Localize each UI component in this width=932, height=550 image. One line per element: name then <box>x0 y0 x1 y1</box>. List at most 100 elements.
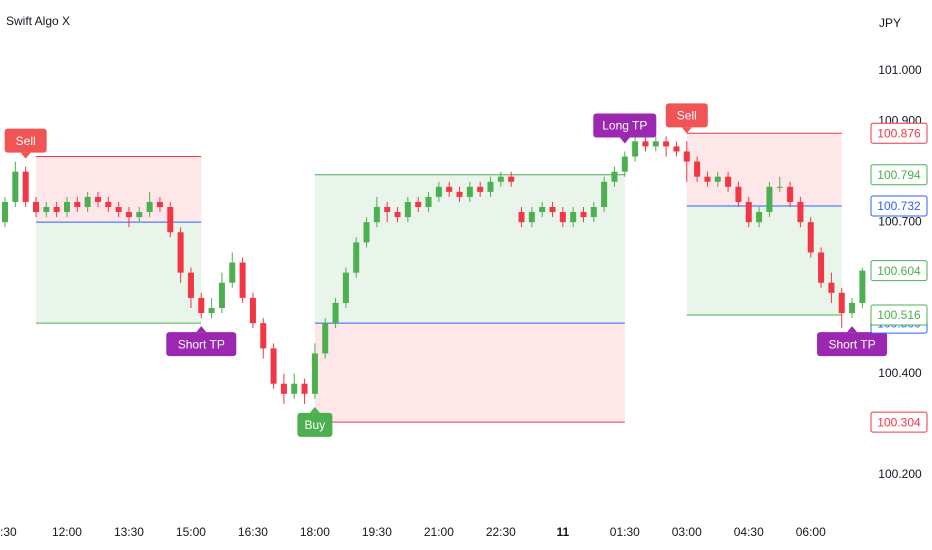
signal-marker: Short TP <box>166 326 237 357</box>
signal-pointer <box>847 326 858 333</box>
candle-body <box>797 201 804 223</box>
x-tick-label: 13:30 <box>114 525 144 539</box>
candle-body <box>642 141 649 147</box>
signal-box <box>665 103 708 128</box>
trade-zones <box>35 132 842 423</box>
candle-body <box>725 176 732 187</box>
x-tick-label: 21:00 <box>424 525 454 539</box>
target-price-badge-box <box>870 304 928 326</box>
candle-body <box>818 252 825 283</box>
entry-price-badge: 100.732 <box>870 195 928 217</box>
candle-body <box>518 212 525 223</box>
x-tick-label: 01:30 <box>610 525 640 539</box>
candle-body <box>22 171 29 202</box>
signal-pointer <box>619 137 630 144</box>
candle-body <box>456 191 463 197</box>
candle-body <box>756 212 763 223</box>
target-price-badge-label: 100.516 <box>877 308 921 322</box>
candle-body <box>580 212 587 218</box>
last-price-badge-label: 100.604 <box>877 264 921 278</box>
signal-pointer <box>309 406 320 413</box>
stop-price-badge-box <box>870 122 928 144</box>
candle-body <box>84 196 91 208</box>
y-tick-label: 100.400 <box>878 366 922 380</box>
candle-body <box>208 307 215 314</box>
candle-body <box>415 201 422 208</box>
signal-box <box>297 412 333 437</box>
candle-body <box>280 383 287 394</box>
x-tick-label: 16:30 <box>238 525 268 539</box>
chart-title: Swift Algo X <box>6 14 70 28</box>
stop-price-badge: 100.304 <box>870 411 928 433</box>
signal-label: Short TP <box>178 337 225 351</box>
candle-body <box>425 196 432 208</box>
stop-price-badge-box <box>870 411 928 433</box>
candle-body <box>249 297 256 324</box>
signal-box <box>817 332 888 357</box>
currency-label: JPY <box>879 16 901 30</box>
candle-body <box>766 186 773 213</box>
x-tick-label: 15:00 <box>176 525 206 539</box>
candle-body <box>136 212 143 218</box>
candle-body <box>714 176 721 182</box>
candle-body <box>156 201 163 208</box>
candle-body <box>2 201 8 223</box>
x-tick-label: 22:30 <box>486 525 516 539</box>
x-tick-label: 18:00 <box>300 525 330 539</box>
candle-body <box>301 383 308 394</box>
candle-body <box>683 151 690 162</box>
signal-marker: Short TP <box>817 326 888 357</box>
x-tick-label: 12:00 <box>52 525 82 539</box>
signal-marker: Long TP <box>593 113 657 144</box>
signal-label: Buy <box>305 418 326 432</box>
candle-body <box>115 207 122 213</box>
candle-body <box>43 207 50 213</box>
candle-body <box>539 207 546 213</box>
signal-marker: Sell <box>665 103 708 134</box>
signal-label: Short TP <box>828 337 875 351</box>
candle-body <box>125 212 132 218</box>
signal-pointer <box>20 152 31 159</box>
candle-body <box>177 232 184 273</box>
candle-body <box>735 186 742 202</box>
candle-body <box>322 323 329 354</box>
signal-marker: Sell <box>4 128 47 159</box>
candle-body <box>570 212 577 223</box>
x-tick-label: 03:00 <box>672 525 702 539</box>
candle-body <box>528 212 535 223</box>
candle-body <box>508 176 515 182</box>
candle-body <box>198 297 205 314</box>
target-zone <box>686 206 842 316</box>
candle-body <box>311 353 318 394</box>
candle-body <box>239 262 246 298</box>
candle-body <box>167 207 174 233</box>
candle-body <box>745 201 752 223</box>
candle-body <box>332 302 339 324</box>
candle-body <box>146 201 153 213</box>
candles <box>2 131 866 404</box>
y-tick-label: 100.700 <box>878 214 922 228</box>
candle-body <box>859 270 866 303</box>
candle-body <box>373 207 380 223</box>
signal-pointer <box>681 127 692 134</box>
candle-body <box>342 272 349 303</box>
signal-pointer <box>196 326 207 333</box>
x-tick-label: 11 <box>556 525 569 539</box>
candle-body <box>74 201 81 208</box>
candle-body <box>384 207 391 213</box>
candle-body <box>218 282 225 308</box>
candle-body <box>673 146 680 152</box>
candle-body <box>559 212 566 223</box>
candle-body <box>260 323 267 349</box>
candle-body <box>446 186 453 192</box>
x-tick-label: 0:30 <box>0 525 17 539</box>
entry-price-badge-box <box>870 195 928 217</box>
candle-body <box>694 161 701 177</box>
candle-body <box>363 222 370 243</box>
candle-body <box>497 176 504 182</box>
candle-body <box>652 141 659 147</box>
candle-body <box>63 201 70 213</box>
target-price-badge: 100.516 <box>870 304 928 326</box>
stop-zone <box>314 323 625 423</box>
